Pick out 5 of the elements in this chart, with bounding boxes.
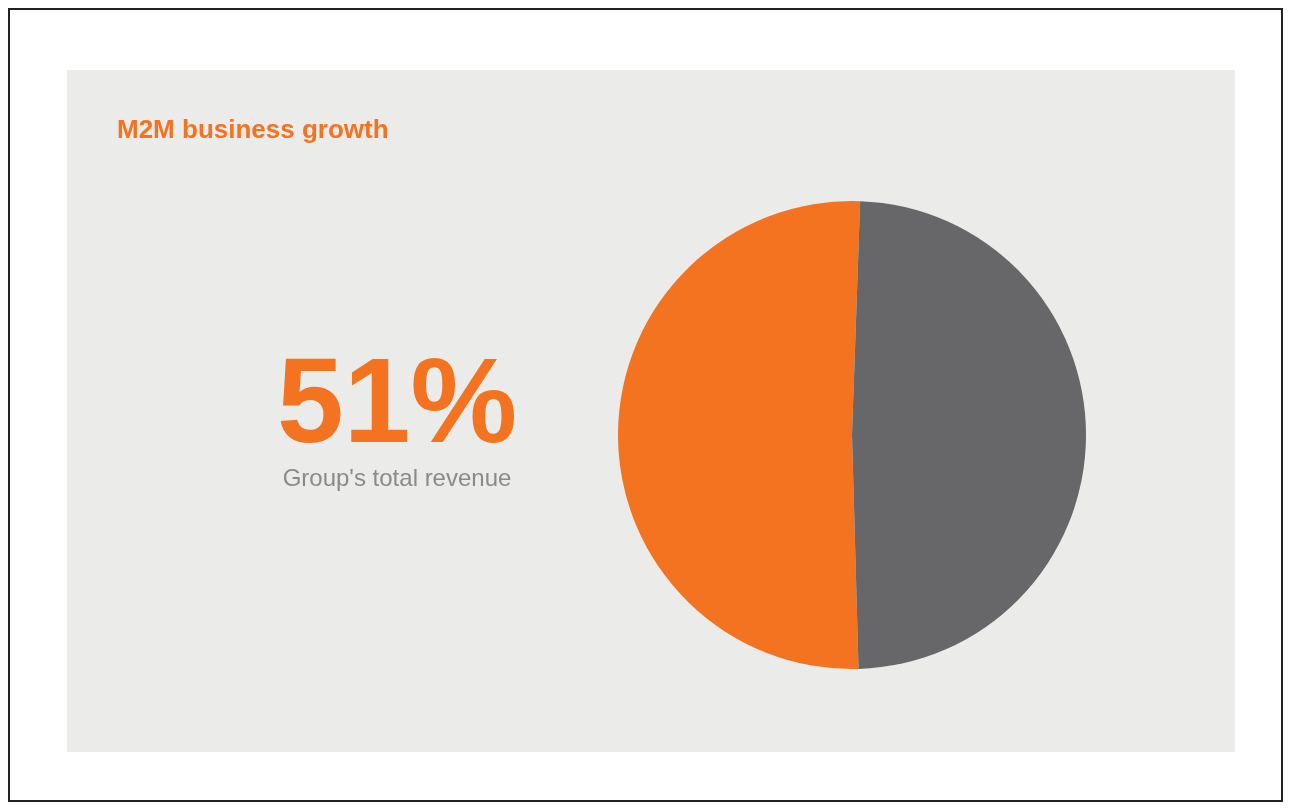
pie-slice: [618, 201, 861, 669]
data-label: 51%: [275, 333, 519, 467]
pie-slice: [852, 201, 1086, 669]
slice-label: Group's total revenue: [281, 464, 513, 492]
chart-title: M2M business growth: [117, 114, 389, 145]
